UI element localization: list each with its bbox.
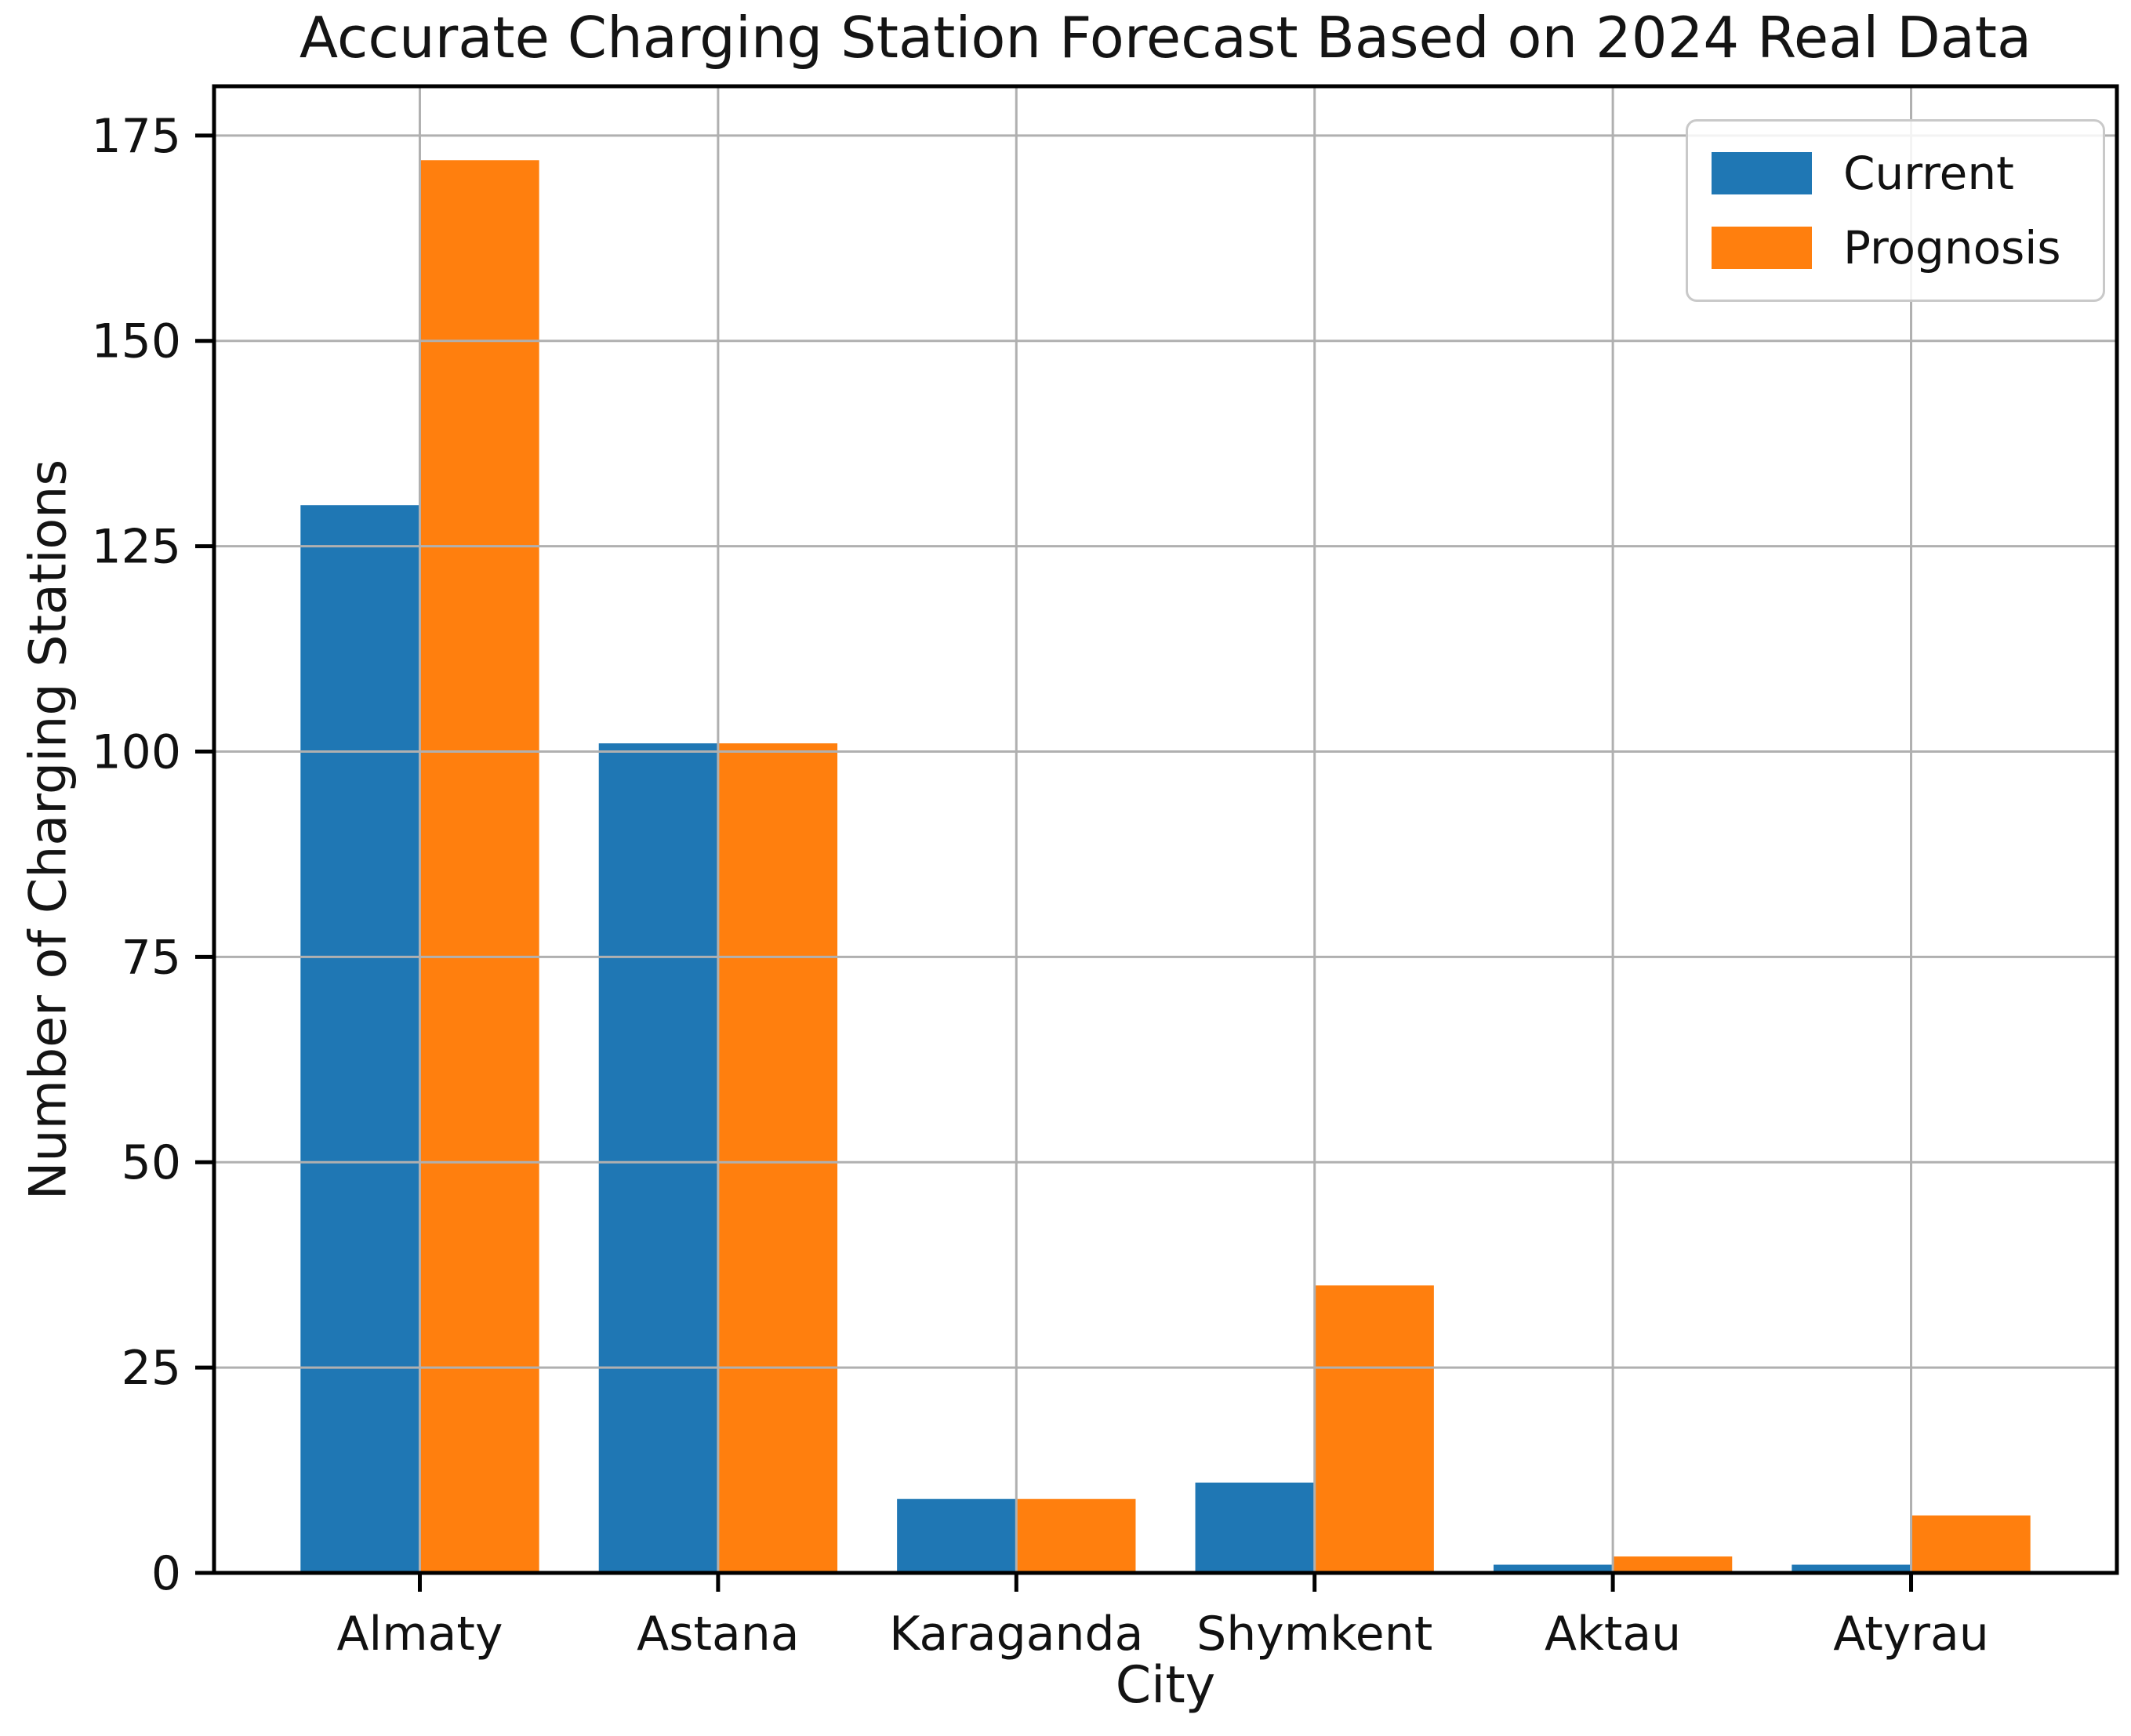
bar-current-karaganda: [897, 1498, 1017, 1573]
bar-prognosis-shymkent: [1314, 1285, 1434, 1573]
y-tick-label: 175: [91, 109, 181, 164]
x-tick-label: Karaganda: [889, 1607, 1143, 1662]
bar-current-atyrau: [1792, 1564, 1911, 1573]
y-tick-label: 25: [122, 1341, 181, 1396]
legend-item-current: Current: [1712, 151, 2103, 196]
legend-swatch-current: [1712, 152, 1812, 194]
bar-current-shymkent: [1195, 1482, 1315, 1573]
legend-label-prognosis: Prognosis: [1843, 221, 2061, 274]
x-tick-label: Astana: [637, 1607, 799, 1662]
y-tick-label: 100: [91, 725, 181, 779]
x-tick-label: Almaty: [336, 1607, 503, 1662]
bar-prognosis-karaganda: [1016, 1498, 1136, 1573]
legend: Current Prognosis: [1686, 119, 2105, 302]
y-tick-label: 125: [91, 520, 181, 575]
x-tick-label: Aktau: [1545, 1607, 1681, 1662]
legend-label-current: Current: [1843, 147, 2014, 200]
legend-item-prognosis: Prognosis: [1712, 225, 2103, 271]
bar-prognosis-astana: [717, 743, 838, 1574]
y-tick-label: 75: [122, 930, 181, 985]
bar-prognosis-atyrau: [1911, 1515, 2031, 1573]
bar-current-almaty: [300, 505, 420, 1573]
bar-current-aktau: [1493, 1564, 1614, 1573]
x-tick-label: Atyrau: [1833, 1607, 1989, 1662]
bar-prognosis-almaty: [419, 160, 539, 1573]
y-tick-label: 50: [122, 1135, 181, 1190]
y-tick-label: 150: [91, 314, 181, 369]
chart-title: Accurate Charging Station Forecast Based…: [299, 5, 2032, 71]
x-tick-label: Shymkent: [1196, 1607, 1432, 1662]
bar-current-astana: [598, 743, 718, 1574]
y-tick-label: 0: [151, 1546, 181, 1601]
plot-border: [212, 84, 2119, 1575]
y-axis-title: Number of Charging Stations: [19, 459, 78, 1200]
x-axis-title: City: [1115, 1656, 1216, 1715]
bar-prognosis-aktau: [1613, 1556, 1733, 1573]
legend-swatch-prognosis: [1712, 227, 1812, 269]
